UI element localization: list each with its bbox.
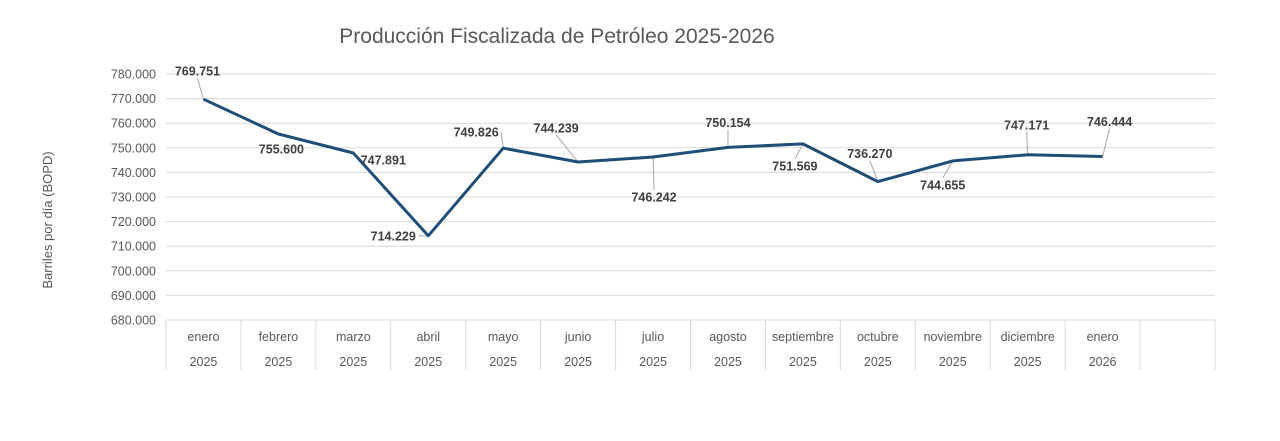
data-label: 746.444 <box>1087 115 1132 129</box>
data-label: 750.154 <box>705 116 750 130</box>
data-label: 751.569 <box>772 159 817 173</box>
label-leader-line <box>652 157 655 191</box>
label-leader-line <box>869 160 879 182</box>
data-label: 736.270 <box>847 147 892 161</box>
x-tick-year: 2025 <box>190 355 218 369</box>
x-tick-month: abril <box>416 330 440 344</box>
y-tick-label: 740.000 <box>111 166 156 180</box>
y-tick-label: 750.000 <box>111 141 156 155</box>
y-tick-label: 700.000 <box>111 264 156 278</box>
y-tick-label: 690.000 <box>111 289 156 303</box>
series-line <box>202 97 1103 238</box>
x-tick-year: 2025 <box>714 355 742 369</box>
x-tick-month: enero <box>1087 330 1119 344</box>
y-tick-label: 730.000 <box>111 191 156 205</box>
x-tick-year: 2025 <box>789 355 817 369</box>
label-leader-line <box>555 134 579 163</box>
x-tick-month: septiembre <box>772 330 834 344</box>
x-tick-year: 2025 <box>339 355 367 369</box>
x-tick-month: mayo <box>488 330 519 344</box>
x-tick-year: 2025 <box>939 355 967 369</box>
label-leader-line <box>942 160 954 179</box>
data-label: 749.826 <box>454 126 499 140</box>
data-label: 744.655 <box>920 178 965 192</box>
x-tick-year: 2025 <box>639 355 667 369</box>
x-tick-month: agosto <box>709 330 747 344</box>
data-label: 746.242 <box>631 191 676 205</box>
x-tick-month: marzo <box>336 330 371 344</box>
x-tick-year: 2025 <box>414 355 442 369</box>
y-tick-label: 720.000 <box>111 215 156 229</box>
y-tick-label: 680.000 <box>111 314 156 328</box>
chart-title: Producción Fiscalizada de Petróleo 2025-… <box>339 25 774 48</box>
label-leader-line <box>196 78 204 100</box>
x-tick-year: 2025 <box>264 355 292 369</box>
x-tick-month: diciembre <box>1001 330 1055 344</box>
x-tick-month: octubre <box>857 330 899 344</box>
x-tick-month: febrero <box>259 330 299 344</box>
x-tick-month: noviembre <box>924 330 982 344</box>
y-tick-label: 780.000 <box>111 68 156 82</box>
x-tick-year: 2026 <box>1089 355 1117 369</box>
data-label: 755.600 <box>259 143 304 157</box>
x-tick-year: 2025 <box>1014 355 1042 369</box>
label-leader-line <box>1026 131 1029 155</box>
data-label: 747.891 <box>361 153 406 167</box>
label-leader-line <box>500 132 504 149</box>
x-tick-year: 2025 <box>864 355 892 369</box>
data-label: 744.239 <box>534 121 579 135</box>
x-tick-month: julio <box>641 330 664 344</box>
label-leader-line <box>1102 128 1111 157</box>
x-tick-month: enero <box>187 330 219 344</box>
y-axis-label: Barriles por día (BOPD) <box>40 151 55 288</box>
label-leader-line <box>794 143 804 160</box>
data-label: 714.229 <box>371 229 416 243</box>
data-label: 769.751 <box>175 65 220 79</box>
x-tick-month: junio <box>564 330 591 344</box>
data-label: 747.171 <box>1004 118 1049 132</box>
y-tick-label: 710.000 <box>111 240 156 254</box>
y-tick-label: 770.000 <box>111 92 156 106</box>
x-tick-year: 2025 <box>489 355 517 369</box>
y-tick-label: 760.000 <box>111 117 156 131</box>
x-tick-year: 2025 <box>564 355 592 369</box>
